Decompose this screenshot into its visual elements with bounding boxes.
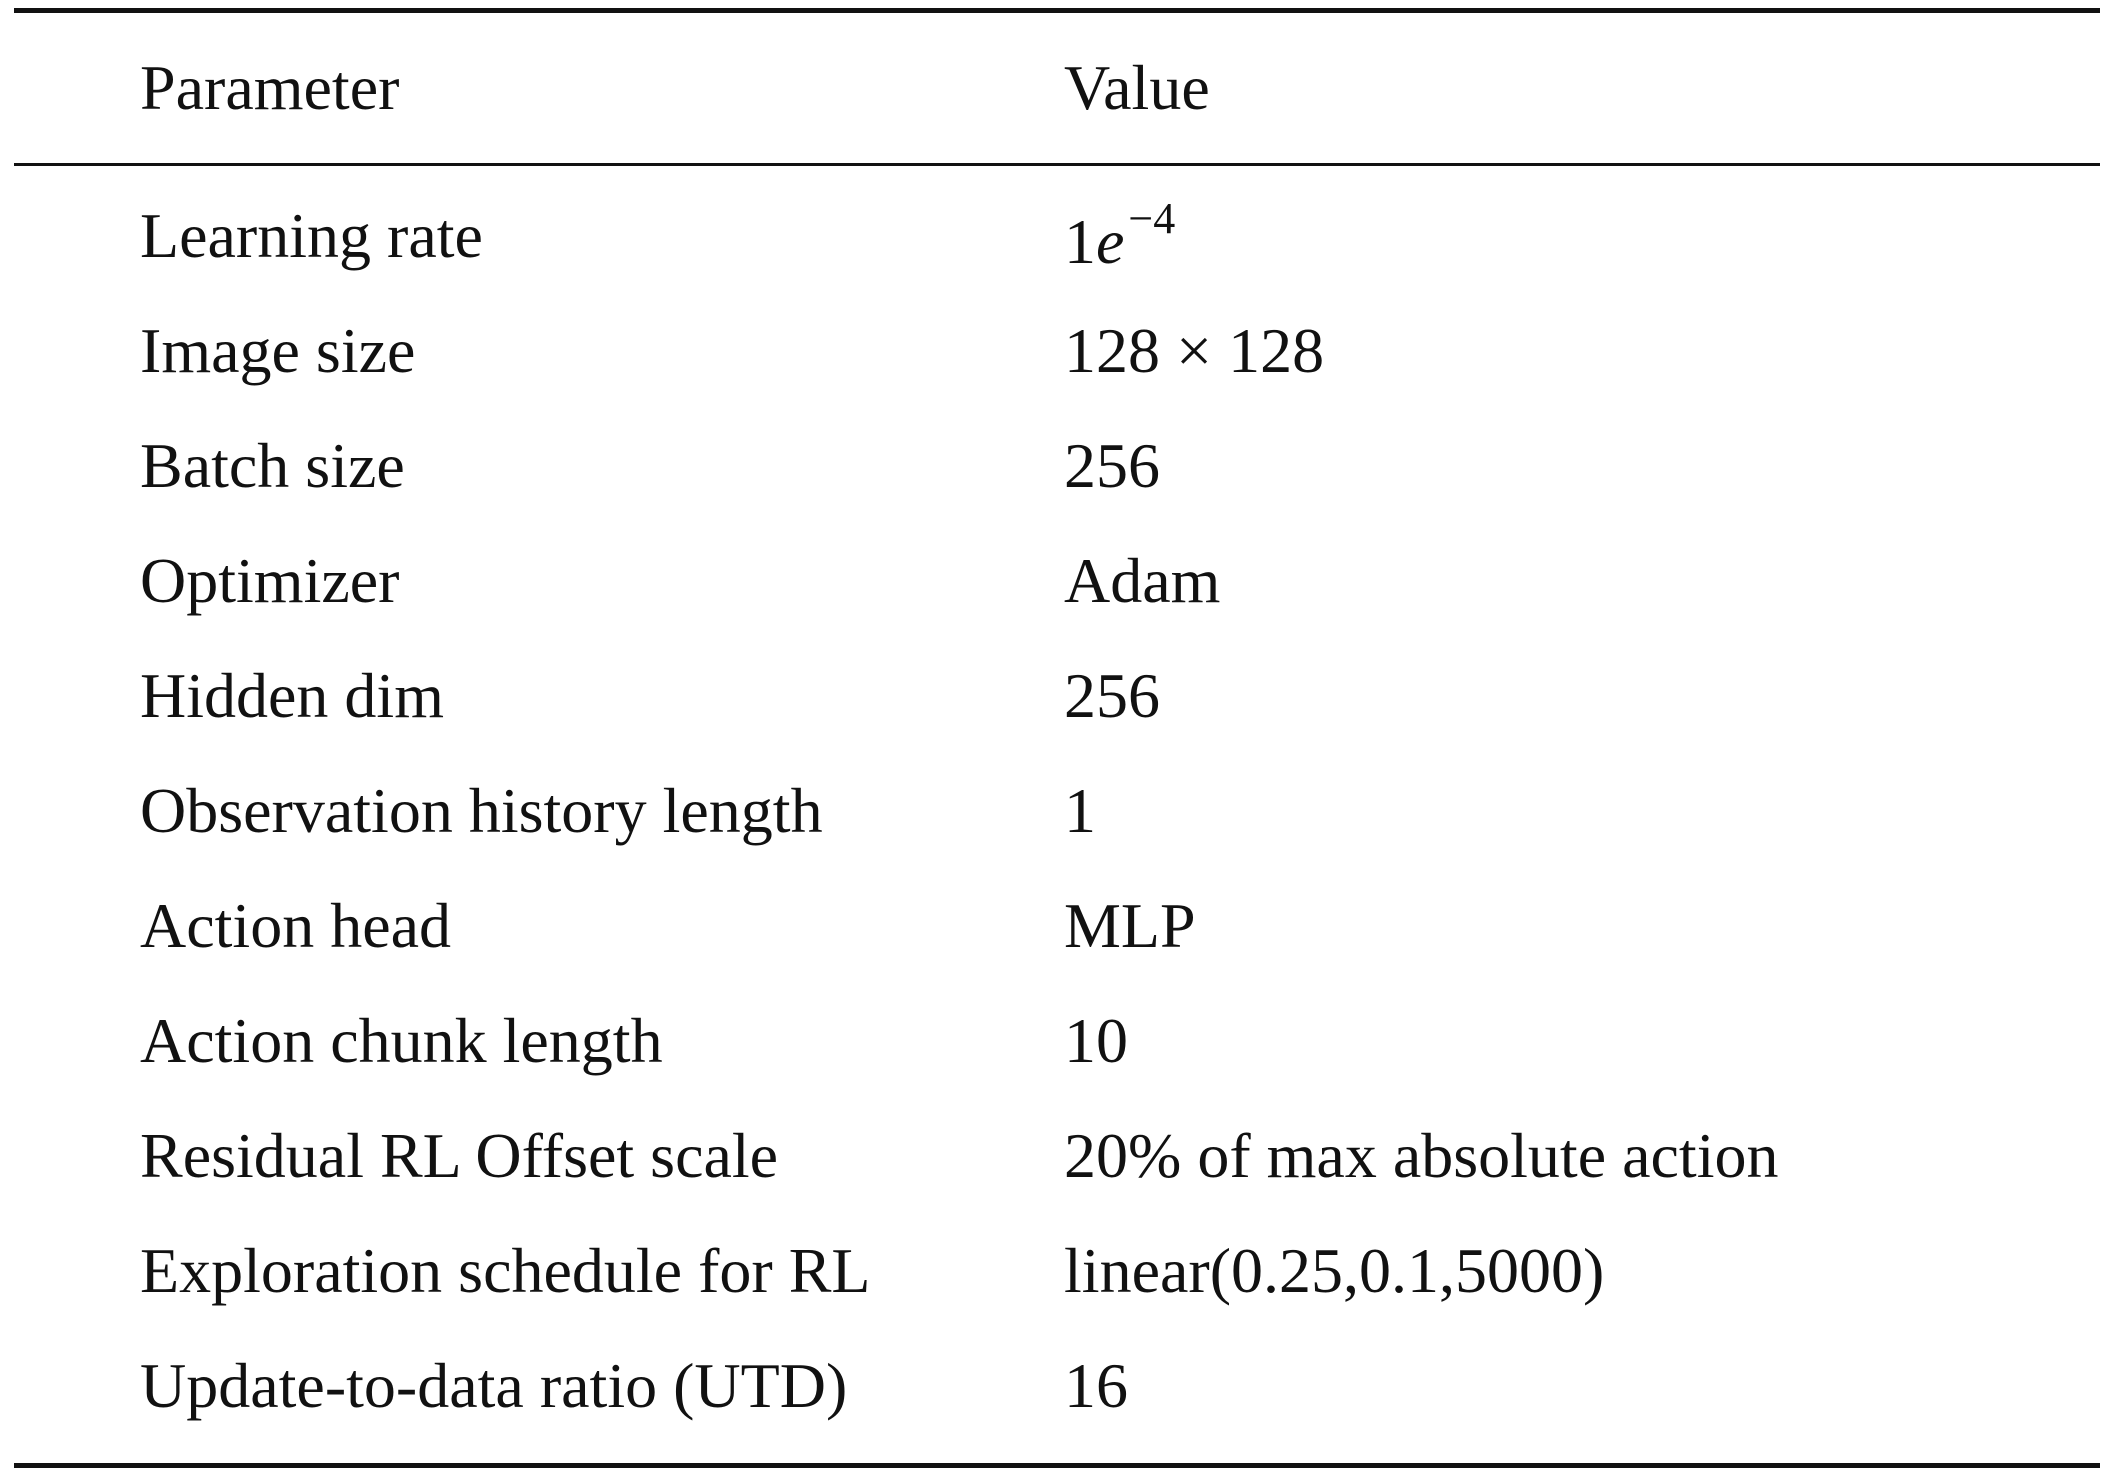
table-row: Exploration schedule for RL linear(0.25,… — [14, 1213, 2100, 1328]
param-cell: Update-to-data ratio (UTD) — [140, 1349, 848, 1421]
table-row: Optimizer Adam — [14, 523, 2100, 638]
value-cell: 20% of max absolute action — [1064, 1119, 1779, 1191]
lr-base: e — [1096, 206, 1125, 277]
param-cell: Exploration schedule for RL — [140, 1234, 871, 1306]
table-row: Batch size 256 — [14, 408, 2100, 523]
top-rule — [14, 8, 2100, 13]
param-cell: Learning rate — [140, 199, 483, 271]
value-cell: 1e−4 — [1064, 197, 2100, 274]
header-rule — [14, 163, 2100, 166]
value-cell: linear(0.25,0.1,5000) — [1064, 1234, 1605, 1306]
table-row: Hidden dim 256 — [14, 638, 2100, 753]
hyperparameter-table: Parameter Value Learning rate 1e−4 Image… — [14, 8, 2100, 1468]
table-row: Action chunk length 10 — [14, 983, 2100, 1098]
value-cell: 10 — [1064, 1004, 1128, 1076]
header-value: Value — [1064, 52, 1210, 123]
param-cell: Hidden dim — [140, 659, 444, 731]
table-row: Image size 128 × 128 — [14, 293, 2100, 408]
header-parameter: Parameter — [140, 52, 400, 123]
param-cell: Action head — [140, 889, 451, 961]
lr-mantissa: 1 — [1064, 206, 1096, 277]
table-row: Learning rate 1e−4 — [14, 178, 2100, 293]
lr-exponent: −4 — [1128, 194, 1176, 243]
value-cell: 16 — [1064, 1349, 1128, 1421]
param-cell: Optimizer — [140, 544, 400, 616]
table-row: Action head MLP — [14, 868, 2100, 983]
param-cell: Image size — [140, 314, 416, 386]
value-cell: Adam — [1064, 544, 1221, 616]
param-cell: Residual RL Offset scale — [140, 1119, 779, 1191]
table-row: Residual RL Offset scale 20% of max abso… — [14, 1098, 2100, 1213]
table-row: Update-to-data ratio (UTD) 16 — [14, 1328, 2100, 1443]
header-row: Parameter Value — [14, 13, 2100, 163]
value-cell: 256 — [1064, 429, 1160, 501]
param-cell: Batch size — [140, 429, 405, 501]
value-cell: MLP — [1064, 889, 1196, 961]
param-cell: Action chunk length — [140, 1004, 663, 1076]
param-cell: Observation history length — [140, 774, 823, 846]
value-cell: 128 × 128 — [1064, 314, 1325, 386]
value-cell: 1 — [1064, 774, 1096, 846]
table-row: Observation history length 1 — [14, 753, 2100, 868]
value-cell: 256 — [1064, 659, 1160, 731]
